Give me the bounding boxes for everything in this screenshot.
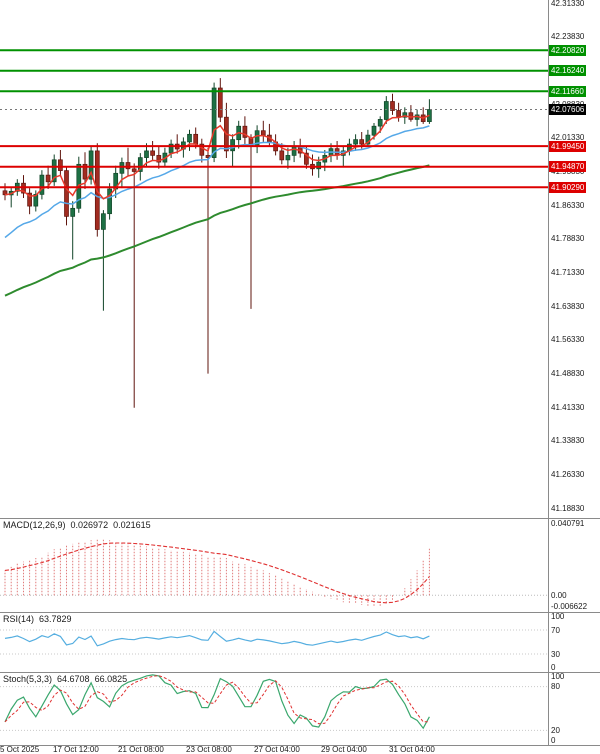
time-axis-label: 5 Oct 2025 bbox=[0, 745, 40, 754]
macd-scale-label: 0.00 bbox=[551, 590, 567, 600]
rsi-name: RSI(14) bbox=[3, 614, 35, 624]
rsi-axis: 100 70 30 0 bbox=[548, 612, 600, 672]
stoch-value-k: 64.6708 bbox=[57, 674, 90, 684]
price-tick-label: 41.48830 bbox=[551, 368, 585, 378]
panel-separator bbox=[0, 672, 600, 673]
price-chart-panel[interactable] bbox=[0, 0, 548, 518]
time-axis-label: 21 Oct 08:00 bbox=[118, 745, 164, 754]
resistance-price-tag: 42.16240 bbox=[549, 65, 587, 77]
price-tick-label: 41.86330 bbox=[551, 200, 585, 210]
macd-scale-label: 0.040791 bbox=[551, 518, 585, 528]
time-axis-label: 17 Oct 12:00 bbox=[53, 745, 99, 754]
ma-mid-line bbox=[4, 125, 430, 239]
stoch-k-line bbox=[4, 674, 430, 730]
candlestick-chart-canvas[interactable] bbox=[0, 0, 548, 518]
ma-slow-line bbox=[4, 164, 430, 297]
resistance-price-tag: 42.11660 bbox=[549, 85, 586, 97]
current-price-tag: 42.07606 bbox=[549, 104, 587, 116]
macd-value-signal: 0.021615 bbox=[113, 520, 151, 530]
panel-separator bbox=[0, 612, 600, 613]
stoch-d-line bbox=[4, 675, 430, 725]
macd-scale-label: -0.006622 bbox=[551, 602, 588, 611]
stoch-name: Stoch(5,3,3) bbox=[3, 674, 53, 684]
price-tick-label: 41.33830 bbox=[551, 436, 585, 446]
stoch-value-d: 66.0825 bbox=[94, 674, 128, 684]
macd-histogram bbox=[4, 538, 430, 607]
rsi-panel[interactable]: RSI(14) 63.7829 bbox=[0, 612, 548, 672]
price-tick-label: 41.56330 bbox=[551, 335, 585, 345]
time-axis-label: 23 Oct 08:00 bbox=[186, 745, 232, 754]
stoch-scale-label: 20 bbox=[551, 725, 560, 735]
resistance-price-tag: 42.20820 bbox=[549, 44, 587, 56]
rsi-value: 63.7829 bbox=[39, 614, 72, 624]
macd-name: MACD(12,26,9) bbox=[3, 520, 66, 530]
stoch-axis: 100 80 20 0 bbox=[548, 672, 600, 745]
stoch-indicator-label: Stoch(5,3,3) 64.6708 66.0825 bbox=[3, 674, 132, 684]
rsi-canvas[interactable] bbox=[0, 612, 548, 672]
rsi-indicator-label: RSI(14) 63.7829 bbox=[3, 614, 77, 624]
macd-panel[interactable]: MACD(12,26,9) 0.026972 0.021615 bbox=[0, 518, 548, 612]
macd-axis: 0.040791 0.00 -0.006622 bbox=[548, 518, 600, 612]
rsi-scale-label: 100 bbox=[551, 612, 565, 621]
rsi-line bbox=[4, 630, 430, 647]
rsi-scale-label: 30 bbox=[551, 649, 560, 659]
panel-separator bbox=[0, 745, 600, 746]
price-tick-label: 42.01330 bbox=[551, 133, 585, 143]
macd-indicator-label: MACD(12,26,9) 0.026972 0.021615 bbox=[3, 520, 156, 530]
time-axis-label: 27 Oct 04:00 bbox=[254, 745, 300, 754]
axis-separator bbox=[548, 0, 549, 745]
price-tick-label: 42.31330 bbox=[551, 0, 585, 8]
time-axis-label: 31 Oct 04:00 bbox=[389, 745, 435, 754]
macd-value-main: 0.026972 bbox=[70, 520, 109, 530]
macd-canvas[interactable] bbox=[0, 518, 548, 612]
rsi-scale-label: 0 bbox=[551, 663, 556, 672]
stochastic-panel[interactable]: Stoch(5,3,3) 64.6708 66.0825 bbox=[0, 672, 548, 745]
support-price-tag: 41.99450 bbox=[549, 140, 587, 152]
time-axis: 5 Oct 2025 17 Oct 12:00 21 Oct 08:00 23 Oct… bbox=[0, 745, 600, 754]
macd-signal-line bbox=[4, 542, 430, 604]
stoch-scale-label: 0 bbox=[551, 736, 556, 745]
price-tick-label: 41.78830 bbox=[551, 234, 585, 244]
price-tick-label: 41.18830 bbox=[551, 503, 585, 513]
rsi-scale-label: 70 bbox=[551, 625, 560, 635]
price-tick-label: 42.23830 bbox=[551, 32, 585, 42]
stochastic-canvas[interactable] bbox=[0, 672, 548, 745]
price-tick-label: 41.71330 bbox=[551, 267, 585, 277]
support-price-tag: 41.90290 bbox=[549, 181, 587, 193]
price-tick-label: 41.26330 bbox=[551, 469, 585, 479]
time-axis-label: 29 Oct 04:00 bbox=[321, 745, 367, 754]
stoch-scale-label: 80 bbox=[551, 682, 560, 692]
price-tick-label: 41.63830 bbox=[551, 301, 585, 311]
price-tick-label: 41.41330 bbox=[551, 402, 585, 412]
support-price-tag: 41.94870 bbox=[549, 161, 587, 173]
price-axis: 42.3133042.2383042.1633042.0883042.01330… bbox=[548, 0, 600, 518]
panel-separator bbox=[0, 518, 600, 519]
stoch-scale-label: 100 bbox=[551, 672, 565, 681]
